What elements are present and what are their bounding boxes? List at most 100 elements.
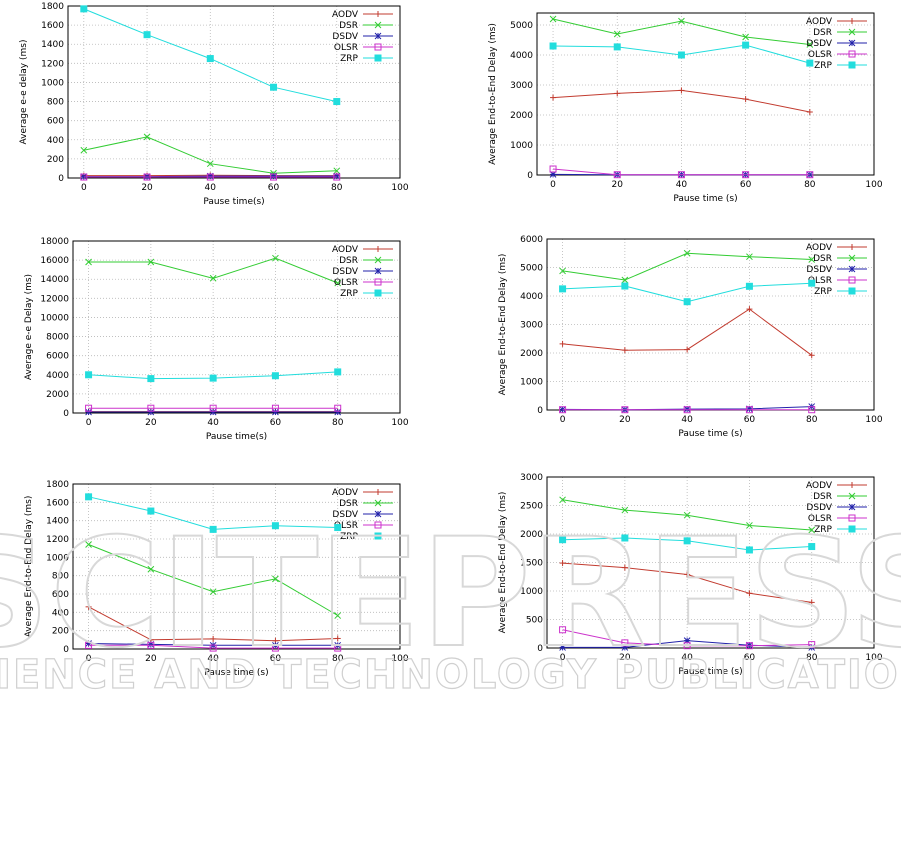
y-tick-label: 0 bbox=[537, 406, 543, 416]
legend-label-dsr: DSR bbox=[339, 499, 358, 509]
x-axis-label: Pause time (s) bbox=[678, 667, 742, 677]
x-tick-label: 0 bbox=[81, 183, 87, 193]
data-point-aodv bbox=[210, 635, 217, 642]
x-tick-label: 60 bbox=[270, 418, 282, 428]
data-point-aodv bbox=[746, 306, 753, 313]
series-line-aodv bbox=[552, 89, 810, 113]
data-point-dsr bbox=[742, 33, 749, 41]
data-point-dsr bbox=[559, 267, 566, 275]
legend-marker-olsr bbox=[848, 514, 856, 522]
legend-label-zrp: ZRP bbox=[814, 287, 832, 297]
data-point-olsr bbox=[333, 173, 341, 181]
data-point-olsr bbox=[742, 171, 750, 179]
legend-label-olsr: OLSR bbox=[334, 43, 358, 53]
data-point-dsr bbox=[334, 612, 342, 619]
data-point-zrp bbox=[85, 371, 93, 379]
data-point-dsr bbox=[85, 541, 92, 548]
data-point-zrp bbox=[621, 282, 629, 290]
x-tick-label: 0 bbox=[86, 418, 92, 428]
y-tick-label: 600 bbox=[52, 590, 69, 600]
y-tick-label: 1000 bbox=[41, 78, 64, 88]
y-tick-label: 2000 bbox=[46, 390, 69, 400]
data-point-olsr bbox=[209, 404, 217, 412]
data-point-dsdv bbox=[147, 408, 155, 416]
data-point-aodv bbox=[85, 603, 92, 610]
data-point-olsr bbox=[85, 641, 93, 649]
data-point-olsr bbox=[334, 644, 342, 652]
legend-label-olsr: OLSR bbox=[808, 276, 832, 286]
legend-marker-dsdv bbox=[848, 503, 856, 511]
y-tick-label: 200 bbox=[47, 155, 64, 165]
x-axis-label: Pause time(s) bbox=[206, 432, 267, 442]
data-point-aodv bbox=[684, 571, 691, 578]
series-line-aodv bbox=[88, 606, 338, 642]
data-point-zrp bbox=[677, 51, 685, 59]
data-point-olsr bbox=[621, 639, 629, 647]
chart-middle-right: 0 1000 2000 3000 4000 5000 6000 0 20 40 60 80 100 Pau… bbox=[498, 235, 883, 439]
x-tick-label: 100 bbox=[391, 654, 408, 664]
data-point-dsr bbox=[746, 253, 753, 261]
legend-marker-zrp bbox=[848, 525, 856, 533]
data-point-dsr bbox=[806, 41, 814, 48]
legend-marker-olsr bbox=[848, 276, 856, 284]
legend-marker-aodv bbox=[849, 244, 855, 250]
x-tick-label: 0 bbox=[560, 415, 566, 425]
data-point-dsr bbox=[621, 276, 629, 284]
x-tick-label: 80 bbox=[332, 418, 344, 428]
data-point-olsr bbox=[613, 171, 621, 179]
legend-label-dsdv: DSDV bbox=[332, 510, 358, 520]
legend-label-aodv: AODV bbox=[806, 481, 833, 491]
x-tick-label: 60 bbox=[744, 415, 756, 425]
plot-frame bbox=[72, 240, 401, 414]
legend-label-dsdv: DSDV bbox=[806, 503, 832, 513]
y-tick-label: 2000 bbox=[520, 349, 543, 359]
data-point-aodv bbox=[550, 94, 557, 101]
x-tick-label: 0 bbox=[550, 180, 556, 190]
series-line-olsr bbox=[552, 168, 810, 176]
data-point-zrp bbox=[808, 543, 816, 551]
data-point-dsr bbox=[85, 258, 92, 266]
legend-marker-dsdv bbox=[374, 32, 382, 40]
legend-label-aodv: AODV bbox=[806, 17, 833, 27]
data-point-olsr bbox=[683, 642, 691, 650]
x-axis-label: Pause time (s) bbox=[204, 668, 268, 678]
x-axis-label: Pause time (s) bbox=[673, 194, 737, 204]
y-tick-label: 6000 bbox=[520, 235, 543, 245]
data-point-zrp bbox=[613, 43, 621, 51]
y-axis-label: Average End-to-End Delay (ms) bbox=[498, 254, 508, 396]
x-tick-label: 80 bbox=[806, 415, 818, 425]
legend-marker-aodv bbox=[849, 482, 855, 488]
data-point-olsr bbox=[745, 642, 753, 650]
data-point-aodv bbox=[678, 87, 685, 94]
series-line-olsr bbox=[562, 629, 812, 647]
x-axis-label: Pause time (s) bbox=[678, 429, 742, 439]
y-axis-label: Average End-to-End Delay (ms) bbox=[24, 496, 34, 638]
data-point-zrp bbox=[808, 279, 816, 287]
y-axis-label: Average e-e Delay (ms) bbox=[24, 274, 34, 380]
legend-label-aodv: AODV bbox=[806, 243, 833, 253]
y-tick-label: 4000 bbox=[520, 292, 543, 302]
y-tick-label: 1000 bbox=[520, 378, 543, 388]
data-point-zrp bbox=[147, 375, 155, 383]
data-point-zrp bbox=[271, 372, 279, 380]
legend-label-dsr: DSR bbox=[813, 28, 832, 38]
y-tick-label: 1200 bbox=[46, 535, 69, 545]
data-point-olsr bbox=[271, 404, 279, 412]
x-tick-label: 100 bbox=[391, 418, 408, 428]
series-line-zrp bbox=[88, 496, 338, 530]
legend-marker-dsr bbox=[848, 492, 856, 500]
data-point-aodv bbox=[808, 352, 815, 359]
y-tick-label: 16000 bbox=[40, 256, 69, 266]
x-tick-label: 20 bbox=[619, 415, 631, 425]
legend-label-zrp: ZRP bbox=[814, 525, 832, 535]
y-tick-label: 1400 bbox=[41, 40, 64, 50]
legend-marker-dsdv bbox=[374, 510, 382, 518]
legend-marker-dsdv bbox=[374, 267, 382, 275]
y-tick-label: 4000 bbox=[46, 371, 69, 381]
data-point-zrp bbox=[209, 525, 217, 533]
data-point-zrp bbox=[333, 98, 341, 106]
legend-marker-zrp bbox=[848, 61, 856, 69]
legend-label-olsr: OLSR bbox=[808, 50, 832, 60]
y-tick-label: 14000 bbox=[40, 275, 69, 285]
legend-marker-zrp bbox=[374, 54, 382, 62]
